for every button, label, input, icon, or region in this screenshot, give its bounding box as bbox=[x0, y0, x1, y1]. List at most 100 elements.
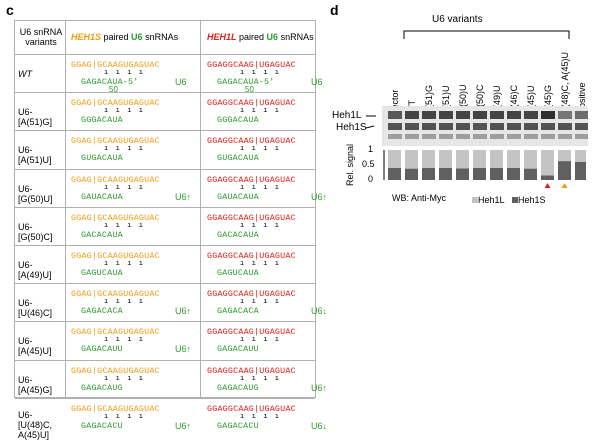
variant-name: U6-[A(45)G] bbox=[18, 374, 53, 395]
table-row: U6-[A(51)U] GGAG|GCAAGUGAGUAC ı ı ı ı GUGAC… bbox=[15, 131, 315, 170]
legend-heh1s: Heh1S bbox=[512, 195, 546, 205]
variant-name: U6-[U(46)C] bbox=[18, 298, 53, 319]
band-heh1s bbox=[490, 123, 504, 130]
pairing-ticks: ı ı ı ı bbox=[104, 145, 145, 154]
u6-sequence: GAGUCAUA bbox=[81, 268, 123, 278]
u6-sequence: GAGACACU bbox=[81, 420, 123, 431]
y-axis-label: Rel. signal bbox=[345, 143, 355, 187]
panel-d: d U6 variants vectorWTA(51)GA(51)UG(50)U… bbox=[330, 0, 600, 400]
pairing-ticks: ı ı ı ı bbox=[240, 145, 281, 154]
pairing-ticks: ı ı ı ı bbox=[240, 107, 281, 116]
band-heh1l bbox=[405, 111, 419, 119]
band-heh1l bbox=[456, 111, 470, 119]
table-row: WT GGAG|GCAAGUGAGUAC ı ı ı ı GAGACAUA-5' U6 5… bbox=[15, 55, 323, 94]
u6-sequence: GAGACAUU bbox=[217, 344, 259, 355]
u6-sequence: GAGACAUU bbox=[81, 344, 123, 355]
band-lower bbox=[456, 134, 470, 139]
variant-table: U6 snRNA variants HEH1S paired U6 snRNAs… bbox=[14, 20, 327, 440]
bar-heh1s bbox=[490, 168, 503, 180]
pairing-ticks: ı ı ı ı bbox=[104, 298, 145, 307]
u6-sequence: GACACAUA bbox=[81, 229, 123, 240]
u6-sequence: GAGUCAUA bbox=[217, 268, 259, 278]
table-row: U6-[U(46)C] GGAG|GCAAGUGAGUAC ı ı ı ı GAGAC… bbox=[15, 284, 327, 323]
u6-level-label: U6↓ bbox=[311, 306, 328, 317]
band-lower bbox=[524, 134, 538, 139]
bar-heh1s bbox=[388, 168, 401, 180]
u6-sequence: GAGACACU bbox=[217, 420, 259, 431]
variant-name: U6-[U(48)C, A(45)U] bbox=[18, 409, 53, 440]
band-heh1l bbox=[439, 111, 453, 119]
bar-heh1l bbox=[558, 150, 571, 162]
pairing-ticks: ı ı ı ı bbox=[240, 336, 281, 345]
group-label: U6 variants bbox=[432, 14, 483, 25]
band-heh1s bbox=[541, 123, 555, 130]
pairing-ticks: ı ı ı ı bbox=[240, 69, 281, 77]
u6-sequence: GGGACAUA bbox=[81, 115, 123, 126]
u6-level-label: U6↑ bbox=[175, 191, 192, 202]
variant-name: U6-[A(51)U] bbox=[18, 145, 52, 166]
u6-sequence: GGGACAUA bbox=[217, 115, 259, 126]
band-heh1l bbox=[541, 111, 555, 119]
heh1s-sequence: GGAG|GCAAGUGAGUAC bbox=[71, 251, 160, 261]
band-label-heh1l: Heh1L bbox=[332, 110, 362, 121]
western-blot bbox=[382, 106, 588, 146]
bar-heh1s bbox=[524, 168, 537, 180]
band-lower bbox=[575, 134, 588, 139]
band-heh1s bbox=[422, 123, 436, 130]
heh1l-sequence: GGAGGCAAG|UGAGUAC bbox=[207, 289, 296, 300]
table-row: U6-[A(51)G] GGAG|GCAAGUGAGUAC ı ı ı ı GGGAC… bbox=[15, 93, 315, 132]
heh1l-sequence: GGAGGCAAG|UGAGUAC bbox=[207, 98, 296, 109]
heh1s-sequence: GGAG|GCAAGUGAGUAC bbox=[71, 212, 160, 223]
heh1l-sequence: GGAGGCAAG|UGAGUAC bbox=[207, 174, 296, 185]
u6-level-label: U6 bbox=[175, 77, 187, 87]
heh1s-sequence: GGAG|GCAAGUGAGUAC bbox=[71, 136, 160, 147]
heh1l-sequence: GGAGGCAAG|UGAGUAC bbox=[207, 136, 296, 147]
u6-level-label: U6↑ bbox=[311, 382, 328, 393]
u6-sequence: GACACAUA bbox=[217, 229, 259, 240]
bar-heh1s bbox=[558, 161, 571, 180]
y-tick: 0 bbox=[368, 174, 374, 184]
header-heh1s: HEH1S paired U6 snRNAs bbox=[71, 32, 179, 42]
band-lower bbox=[541, 134, 555, 139]
bar-heh1l bbox=[507, 150, 520, 168]
panel-c-letter: c bbox=[6, 2, 14, 18]
band-lower bbox=[388, 134, 402, 139]
u6-sequence: GAGACAUA-5' bbox=[81, 77, 139, 87]
table-row: U6-[A(45)U] GGAG|GCAAGUGAGUAC ı ı ı ı GAGAC… bbox=[15, 322, 315, 361]
legend-swatch bbox=[472, 197, 478, 203]
y-tick: 1 bbox=[368, 144, 374, 154]
lane-marker bbox=[561, 183, 568, 188]
bar-heh1s bbox=[439, 168, 452, 180]
lane-marker bbox=[544, 183, 551, 188]
heh1s-sequence: GGAG|GCAAGUGAGUAC bbox=[71, 174, 160, 185]
bar-heh1l bbox=[541, 150, 554, 176]
band-pointers bbox=[366, 115, 376, 129]
bar-heh1l bbox=[388, 150, 401, 168]
heh1l-sequence: GGAGGCAAG|UGAGUAC bbox=[207, 251, 296, 261]
band-heh1l bbox=[507, 111, 521, 119]
band-heh1s bbox=[456, 123, 470, 130]
panel-d-letter: d bbox=[330, 2, 339, 18]
pairing-ticks: ı ı ı ı bbox=[240, 374, 281, 383]
header-variants: U6 snRNA variants bbox=[19, 27, 63, 47]
heh1s-sequence: GGAG|GCAAGUGAGUAC bbox=[71, 289, 160, 300]
pairing-ticks: ı ı ı ı bbox=[104, 336, 145, 345]
pairing-ticks: ı ı ı ı bbox=[104, 374, 145, 383]
pairing-ticks: ı ı ı ı bbox=[104, 183, 145, 192]
u6-level-label: U6↑ bbox=[175, 344, 192, 355]
u6-sequence: GAUACAUA bbox=[217, 191, 259, 202]
group-bracket bbox=[403, 30, 570, 39]
band-heh1l bbox=[490, 111, 504, 119]
band-lower bbox=[507, 134, 521, 139]
signal-bar-chart bbox=[383, 150, 586, 188]
u6-sequence: GAGACAUA-5' bbox=[217, 77, 275, 87]
band-heh1s bbox=[405, 123, 419, 130]
bar-heh1l bbox=[575, 150, 586, 162]
heh1l-sequence: GGAGGCAAG|UGAGUAC bbox=[207, 403, 296, 414]
legend-swatch bbox=[512, 197, 518, 203]
band-heh1s bbox=[473, 123, 487, 130]
heh1l-sequence: GGAGGCAAG|UGAGUAC bbox=[207, 327, 296, 338]
table-row: U6-[A(45)G] GGAG|GCAAGUGAGUAC ı ı ı ı GAGAC… bbox=[15, 361, 327, 399]
bar-heh1s bbox=[456, 168, 469, 180]
heh1l-sequence: GGAGGCAAG|UGAGUAC bbox=[207, 365, 296, 376]
